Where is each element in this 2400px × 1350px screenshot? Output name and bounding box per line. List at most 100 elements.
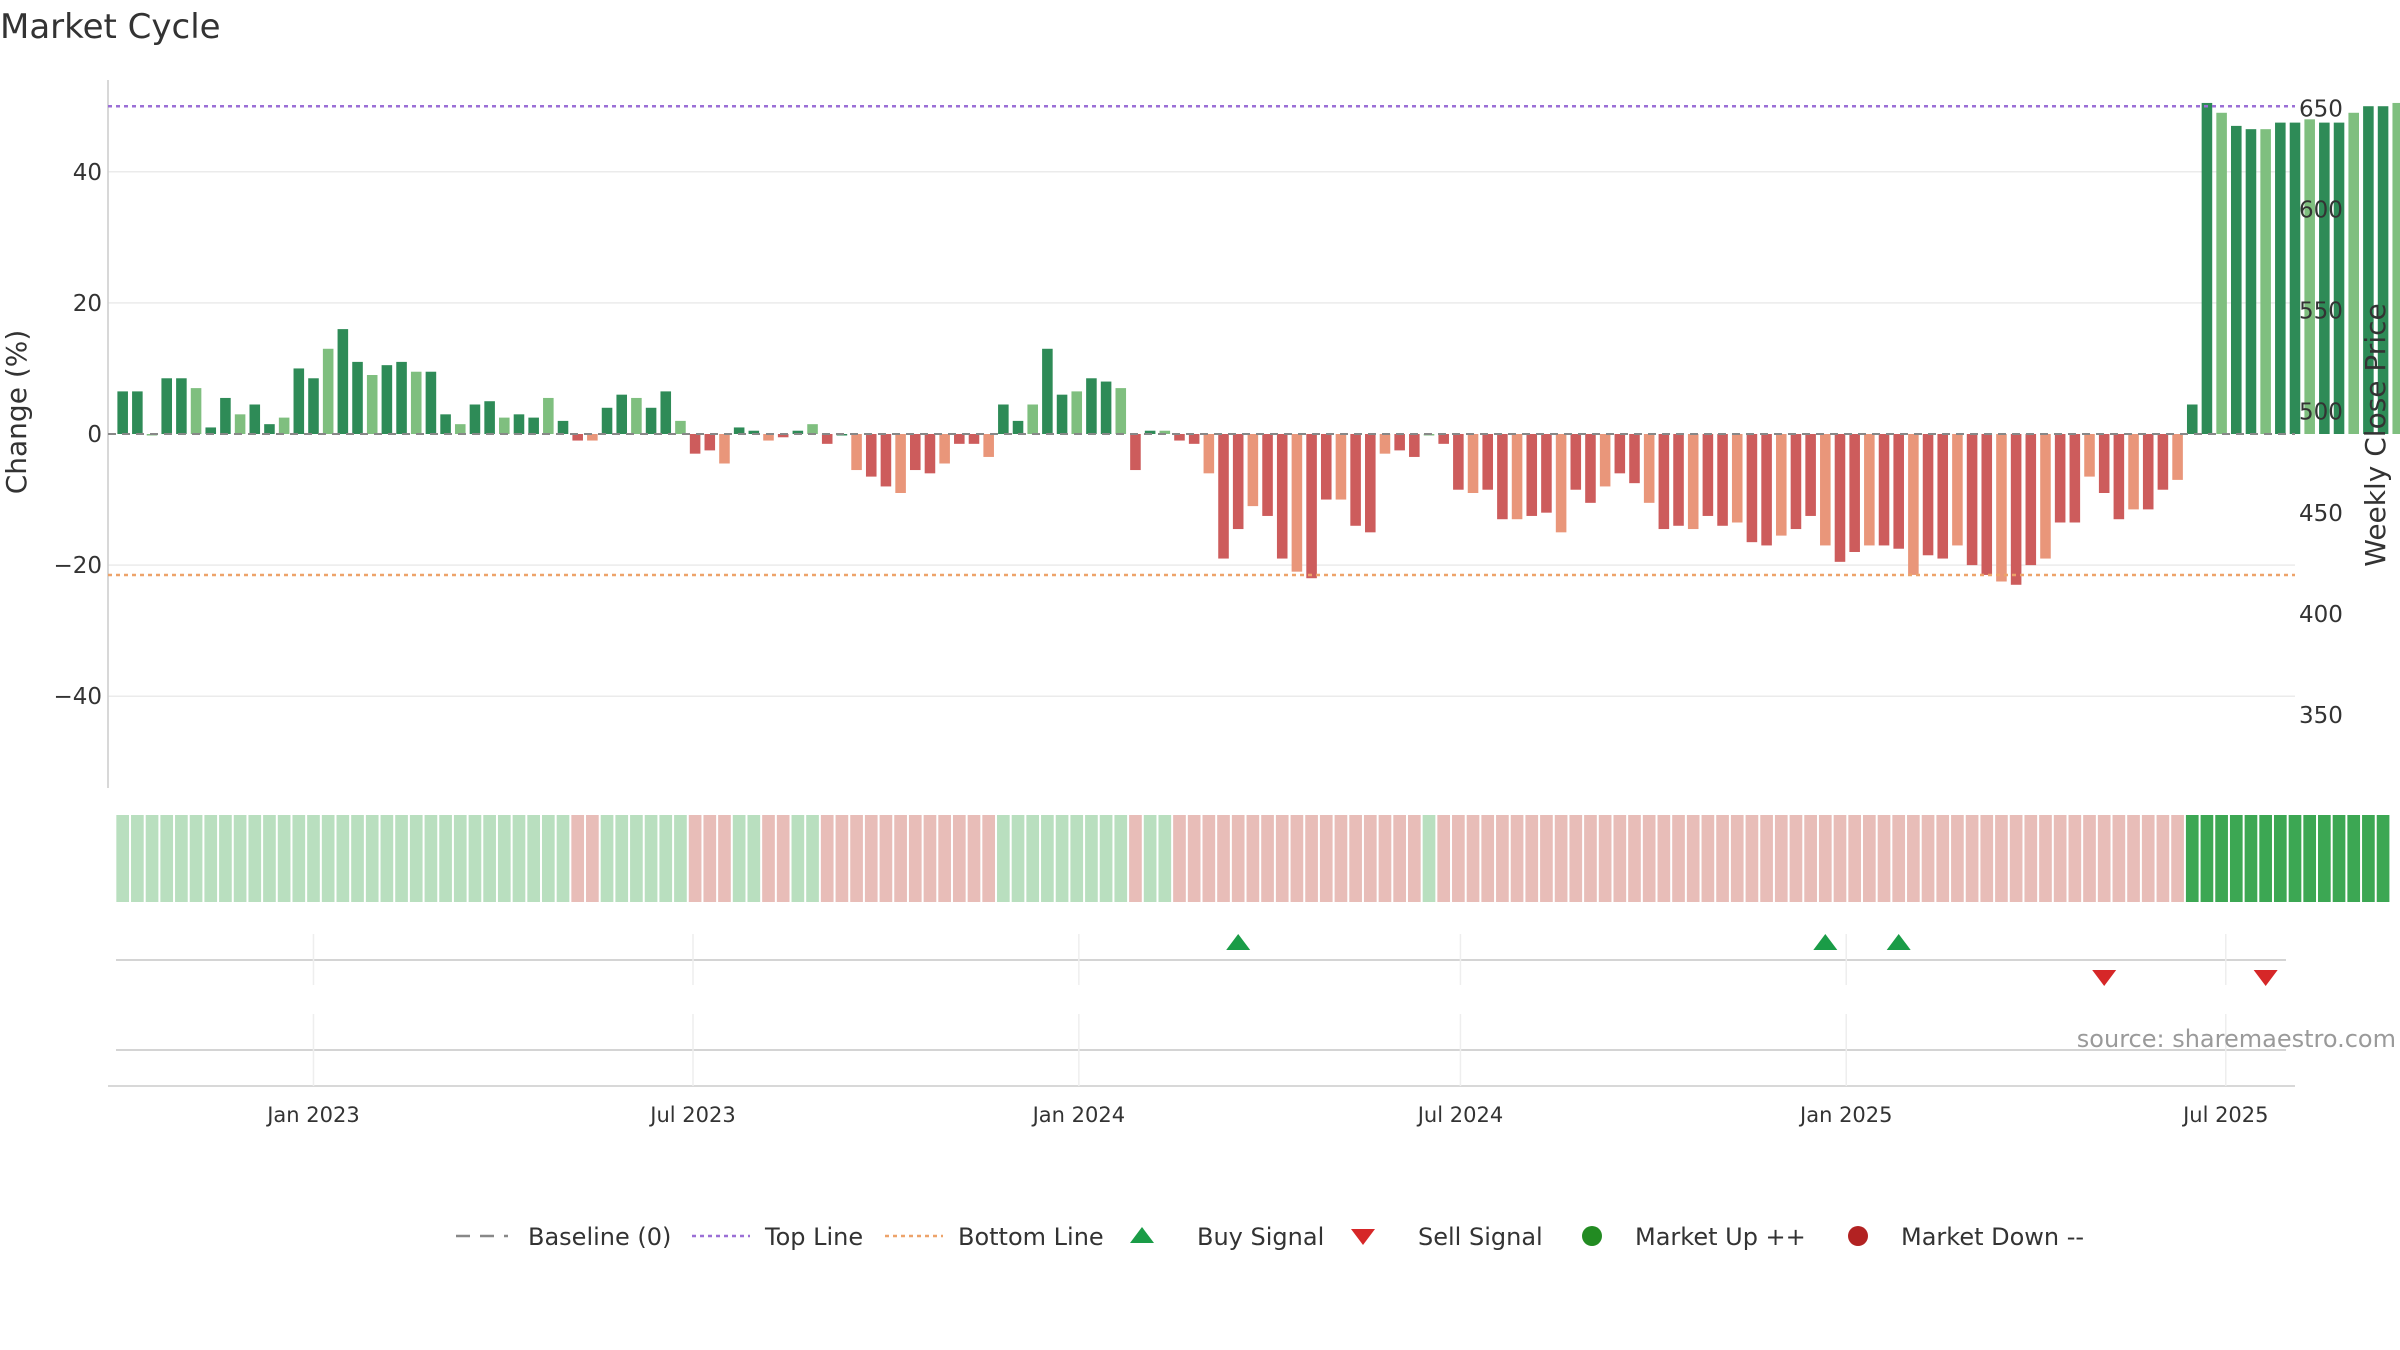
regime-cell: [424, 815, 438, 902]
change-bar: [2392, 102, 2400, 434]
reference-lines: [108, 104, 2295, 577]
change-bar: [117, 391, 128, 434]
change-bar: [2025, 434, 2037, 566]
change-bar: [587, 434, 598, 441]
regime-cell: [263, 815, 276, 902]
change-bar: [2010, 434, 2022, 585]
regime-cell: [1554, 815, 1568, 902]
change-bar: [499, 417, 510, 434]
change-bar: [660, 391, 672, 434]
regime-cell: [908, 815, 922, 902]
change-bar: [410, 371, 422, 434]
x-tick-label: Jul 2025: [2181, 1103, 2268, 1127]
change-bar: [2113, 434, 2125, 520]
regime-cell: [732, 815, 746, 902]
change-bar: [1335, 434, 1347, 500]
regime-cell: [997, 815, 1010, 902]
change-bar: [792, 430, 804, 434]
regime-cell: [982, 815, 996, 902]
change-bar: [616, 394, 628, 434]
regime-cell: [1275, 815, 1289, 902]
regime-cell: [1363, 815, 1377, 902]
change-bar: [454, 424, 466, 434]
change-bar: [968, 434, 980, 444]
change-bar: [2363, 106, 2374, 434]
regime-cell: [820, 815, 834, 902]
sell-signal-marker: [2253, 970, 2278, 986]
change-bar: [851, 434, 862, 471]
regime-cell: [453, 815, 467, 902]
change-bar: [440, 414, 451, 434]
regime-strip: [116, 815, 2390, 902]
change-bar: [1027, 404, 1038, 434]
regime-cell: [1217, 815, 1230, 902]
regime-cell: [1569, 815, 1583, 902]
regime-cell: [395, 815, 408, 902]
regime-cell: [1114, 815, 1128, 902]
change-bar: [1042, 348, 1053, 434]
change-bar: [601, 407, 613, 434]
regime-cell: [1041, 815, 1054, 902]
regime-cell: [1892, 815, 1906, 902]
change-bar: [1056, 394, 1068, 434]
regime-cell: [2185, 815, 2199, 902]
change-bar: [381, 365, 393, 434]
signal-panel-grid: [108, 934, 2295, 1087]
regime-cell: [835, 815, 849, 902]
regime-cell: [1804, 815, 1817, 902]
change-bar: [572, 434, 583, 441]
change-bar: [1276, 434, 1288, 559]
change-bar: [2348, 112, 2359, 435]
regime-cell: [1129, 815, 1142, 902]
regime-cell: [630, 815, 643, 902]
change-bar: [366, 375, 378, 434]
regime-cell: [571, 815, 585, 902]
change-bar: [557, 420, 569, 434]
legend-label: Bottom Line: [958, 1223, 1104, 1251]
change-bar: [1761, 434, 1772, 546]
regime-cell: [615, 815, 629, 902]
change-bar: [1746, 434, 1758, 543]
regime-cell: [894, 815, 907, 902]
change-bar: [528, 417, 539, 434]
change-bar: [2216, 112, 2227, 435]
change-bar: [1922, 434, 1934, 556]
regime-cell: [1525, 815, 1539, 902]
change-bar: [1232, 434, 1244, 530]
regime-cell: [1642, 815, 1656, 902]
regime-cell: [2259, 815, 2272, 902]
change-bar: [748, 430, 760, 434]
regime-cell: [2229, 815, 2243, 902]
legend-swatch-buy: [1130, 1227, 1154, 1243]
regime-cell: [1158, 815, 1172, 902]
regime-cell: [1951, 815, 1964, 902]
regime-cell: [1760, 815, 1773, 902]
change-bar: [2157, 434, 2169, 490]
change-bar: [352, 361, 363, 434]
change-bar: [1320, 434, 1332, 500]
regime-cell: [2332, 815, 2346, 902]
change-bar: [1981, 434, 1993, 575]
regime-cell: [747, 815, 761, 902]
grid-lines: [108, 171, 2295, 697]
change-bar: [1467, 434, 1479, 493]
y2-tick-label: 650: [2299, 96, 2343, 122]
change-bar: [1071, 391, 1083, 434]
change-bar: [704, 434, 716, 451]
regime-cell: [1496, 815, 1509, 902]
regime-cell: [1701, 815, 1715, 902]
regime-cell: [967, 815, 981, 902]
regime-cell: [2244, 815, 2258, 902]
regime-cell: [1907, 815, 1920, 902]
change-bar: [909, 434, 921, 471]
legend-label: Sell Signal: [1418, 1223, 1543, 1251]
regime-cell: [1026, 815, 1040, 902]
regime-cell: [600, 815, 614, 902]
change-bar: [1526, 434, 1538, 516]
legend: Baseline (0) Top Line Bottom Line Buy Signa…: [456, 1223, 2084, 1251]
regime-cell: [1980, 815, 1994, 902]
x-tick-label: Jan 2023: [265, 1103, 360, 1127]
regime-cell: [189, 815, 203, 902]
change-bar: [234, 414, 246, 434]
